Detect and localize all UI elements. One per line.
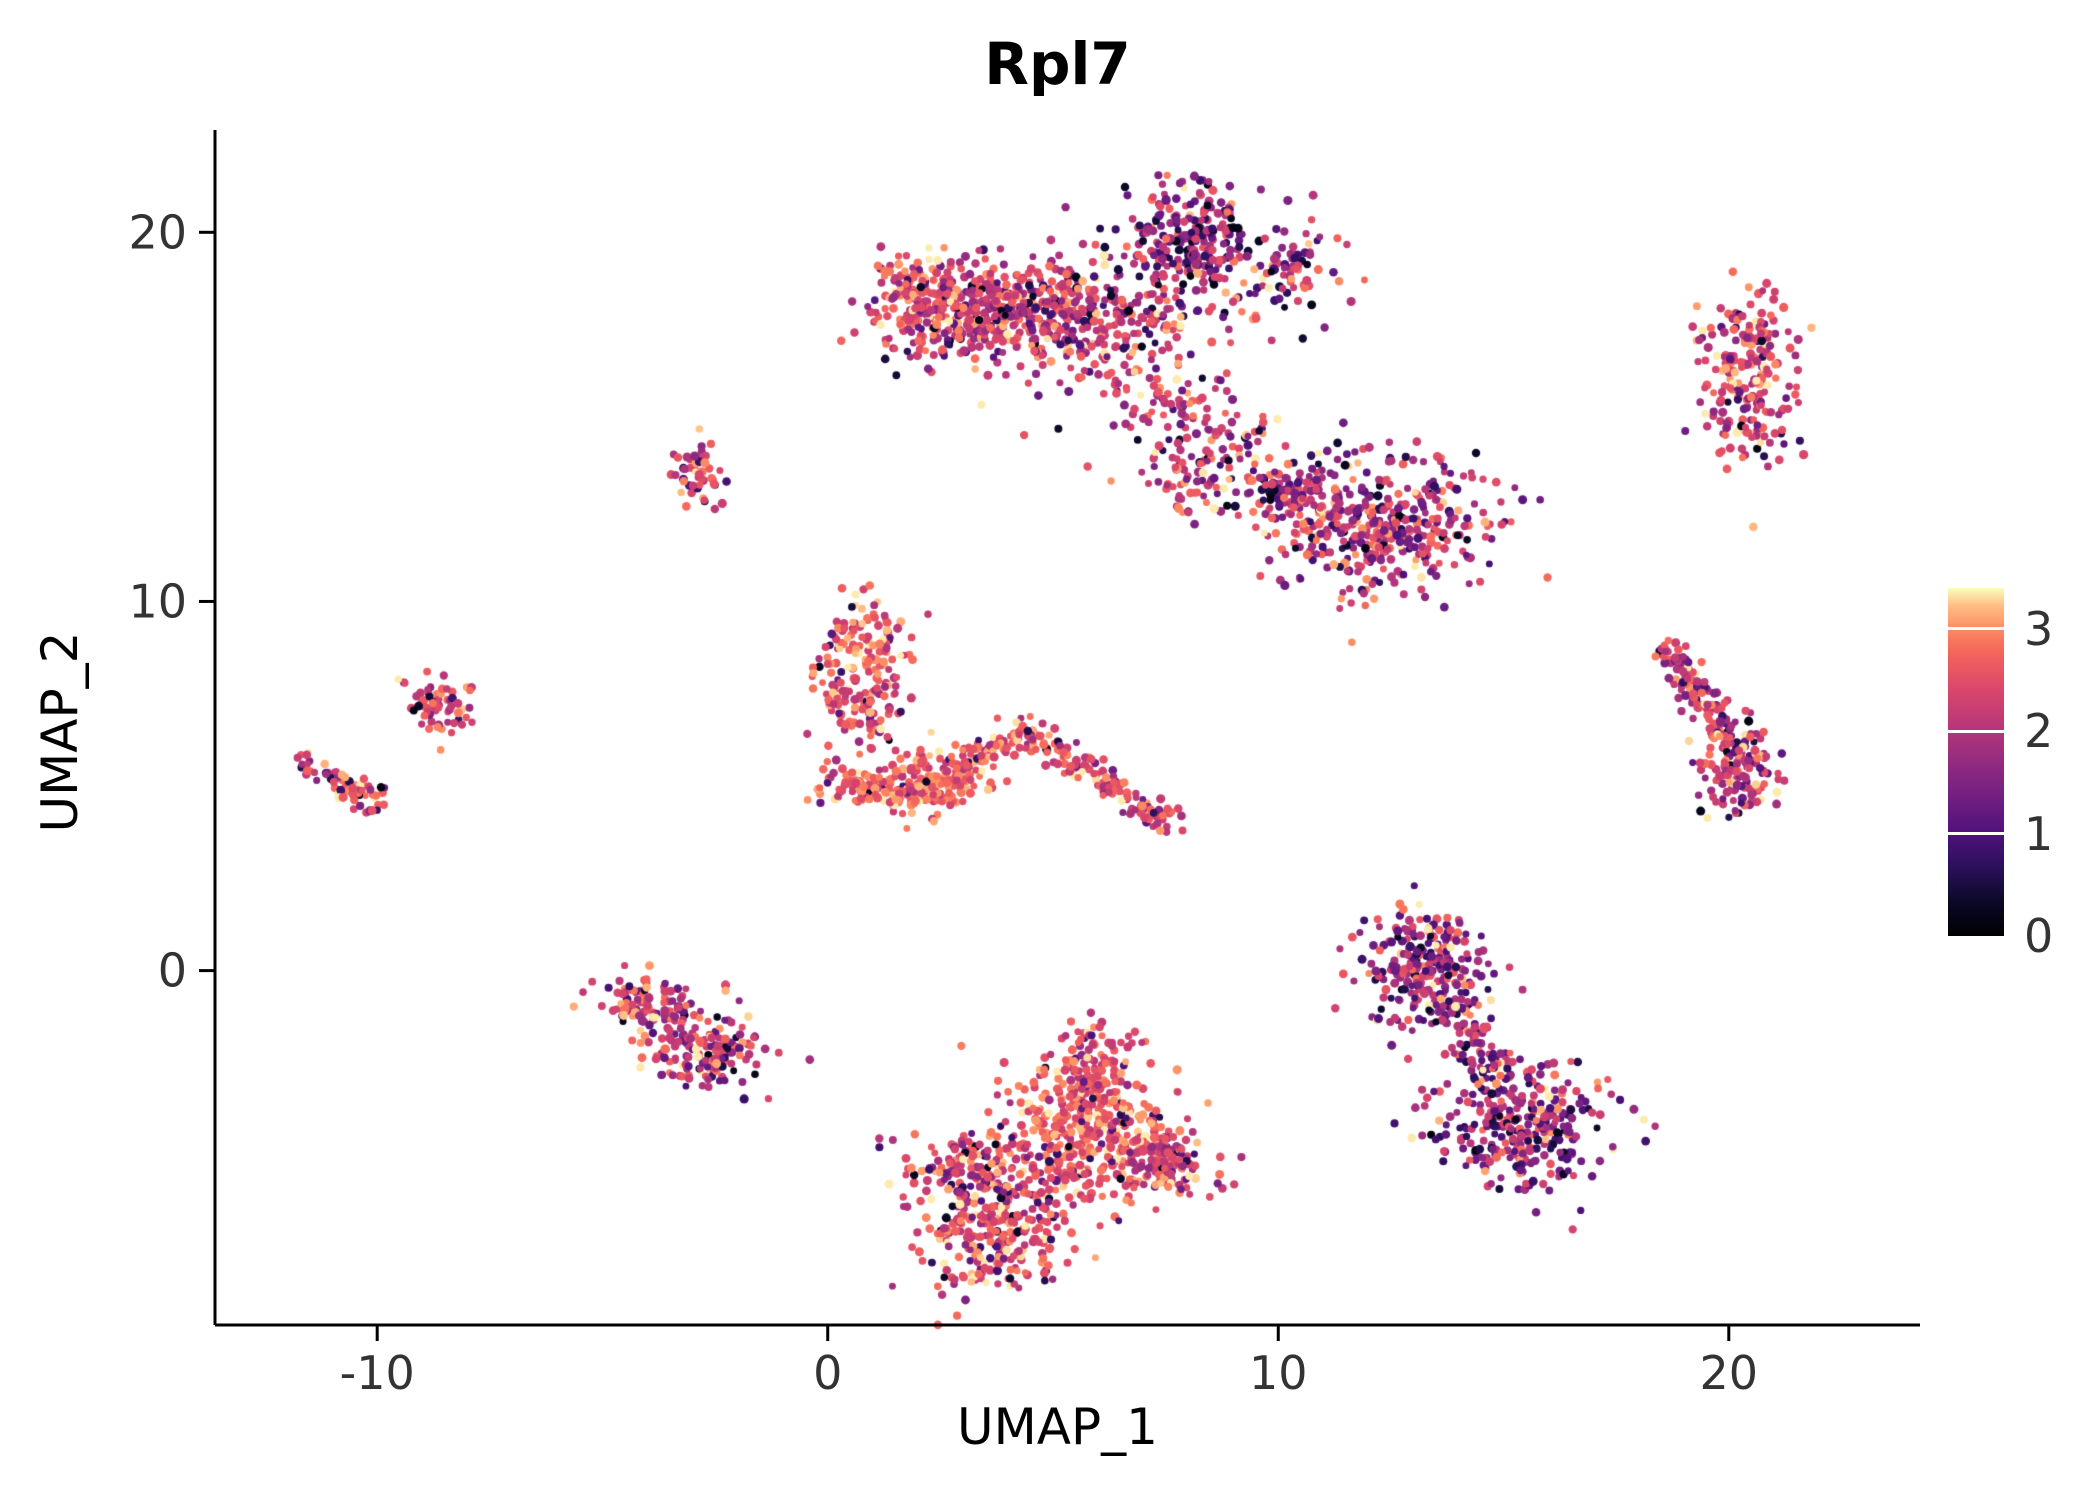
colorbar-tick-mark — [1948, 729, 2004, 733]
colorbar-gradient — [1948, 588, 2004, 936]
colorbar-tick-label: 0 — [2024, 909, 2054, 963]
colorbar-tick-mark — [1948, 627, 2004, 631]
colorbar-tick-mark — [1948, 832, 2004, 836]
colorbar-tick-label: 1 — [2024, 806, 2054, 861]
colorbar-tick-label: 3 — [2024, 601, 2054, 656]
expression-colorbar: 0 1 2 3 — [1948, 588, 2053, 963]
colorbar-tick-label: 2 — [2024, 704, 2054, 759]
